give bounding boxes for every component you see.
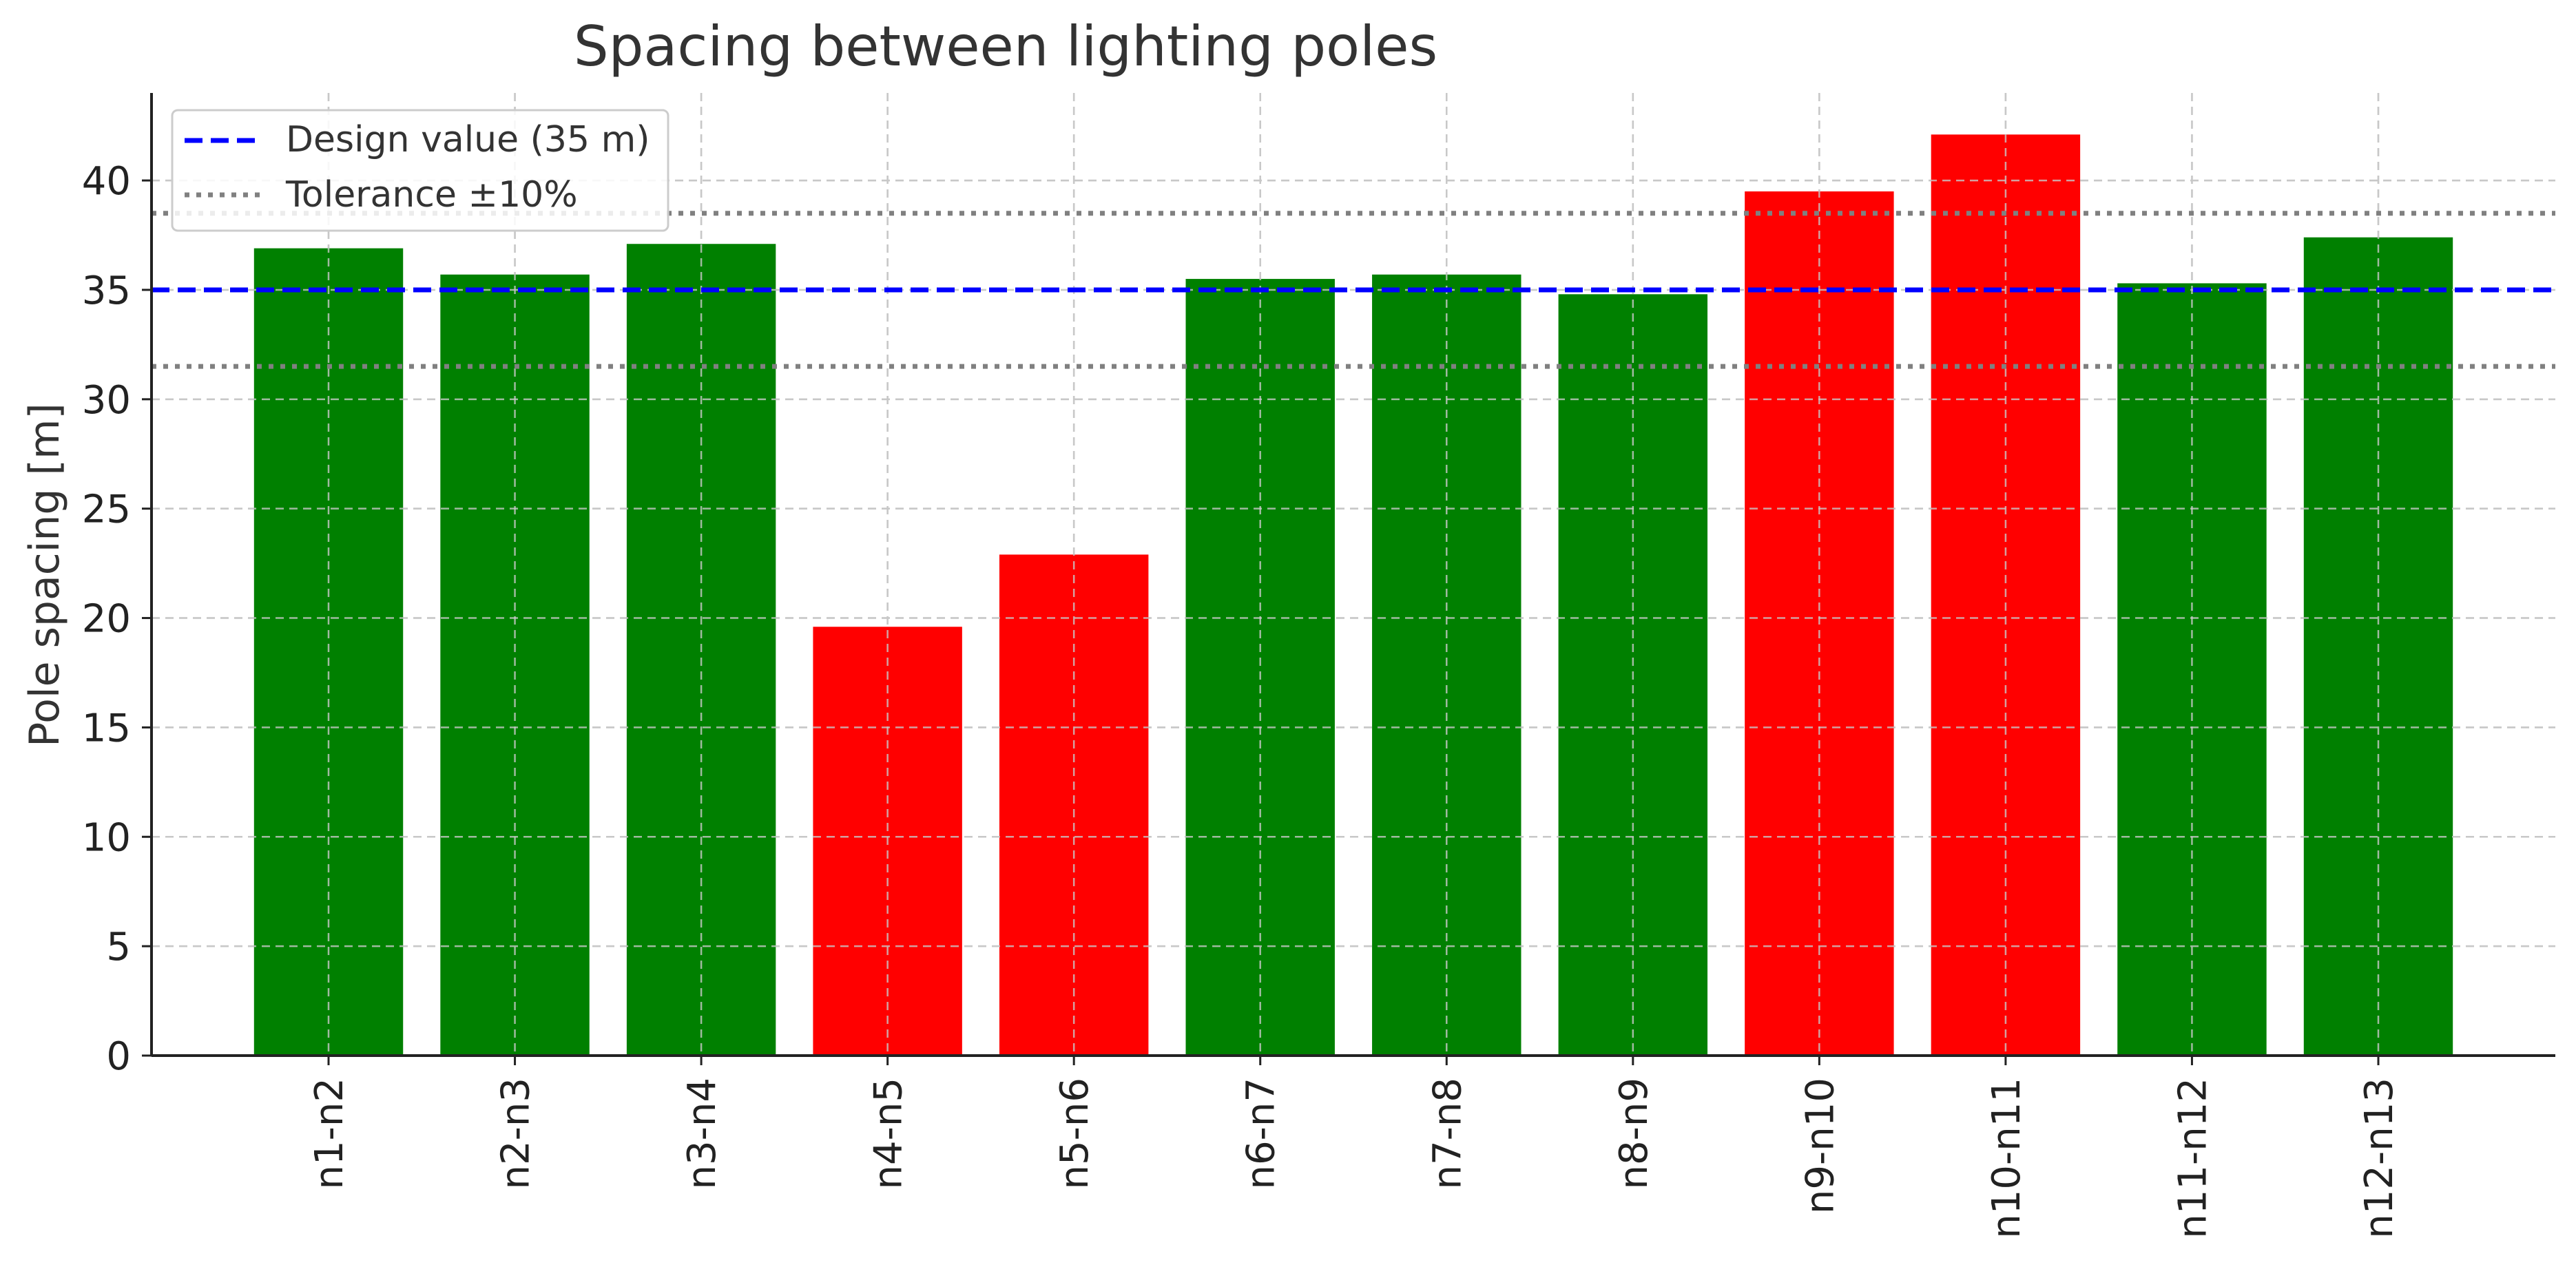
y-tick-label: 10	[82, 815, 131, 860]
x-tick-label: n9-n10	[1798, 1078, 1842, 1214]
y-tick-label: 15	[82, 706, 131, 751]
y-tick-label: 30	[82, 378, 131, 423]
legend-box	[171, 109, 669, 232]
y-tick-label: 35	[82, 269, 131, 313]
x-tick-label: n8-n9	[1612, 1078, 1656, 1189]
y-tick-label: 20	[82, 597, 131, 642]
axes	[150, 93, 2555, 1057]
x-tick-label: n6-n7	[1239, 1078, 1284, 1189]
x-tick-label: n4-n5	[866, 1078, 911, 1189]
legend: Design value (35 m) Tolerance ±10%	[171, 109, 669, 232]
tick-labels: 0 5 10 15 20 25 30 35 40 n1-n2 n2-n3 n3-n4 n4-n5 n5-n…	[82, 159, 2402, 1239]
y-tick-label: 0	[106, 1034, 131, 1079]
x-tick-label: n11-n12	[2170, 1078, 2215, 1239]
x-tick-label: n3-n4	[680, 1078, 725, 1189]
y-tick-label: 40	[82, 159, 131, 204]
legend-label-tolerance: Tolerance ±10%	[285, 174, 578, 216]
y-tick-label: 5	[106, 925, 131, 970]
x-tick-label: n12-n13	[2357, 1078, 2402, 1239]
x-tick-label: n2-n3	[494, 1078, 539, 1189]
x-tick-label: n5-n6	[1052, 1078, 1097, 1189]
x-tick-label: n7-n8	[1425, 1078, 1470, 1189]
y-axis-label: Pole spacing [m]	[21, 403, 69, 747]
chart-title: Spacing between lighting poles	[574, 14, 1437, 78]
legend-label-design: Design value (35 m)	[286, 119, 650, 160]
bars	[152, 93, 2555, 1056]
y-tick-label: 25	[82, 488, 131, 532]
x-tick-label: n1-n2	[307, 1078, 352, 1189]
x-tick-label: n10-n11	[1984, 1078, 2029, 1239]
